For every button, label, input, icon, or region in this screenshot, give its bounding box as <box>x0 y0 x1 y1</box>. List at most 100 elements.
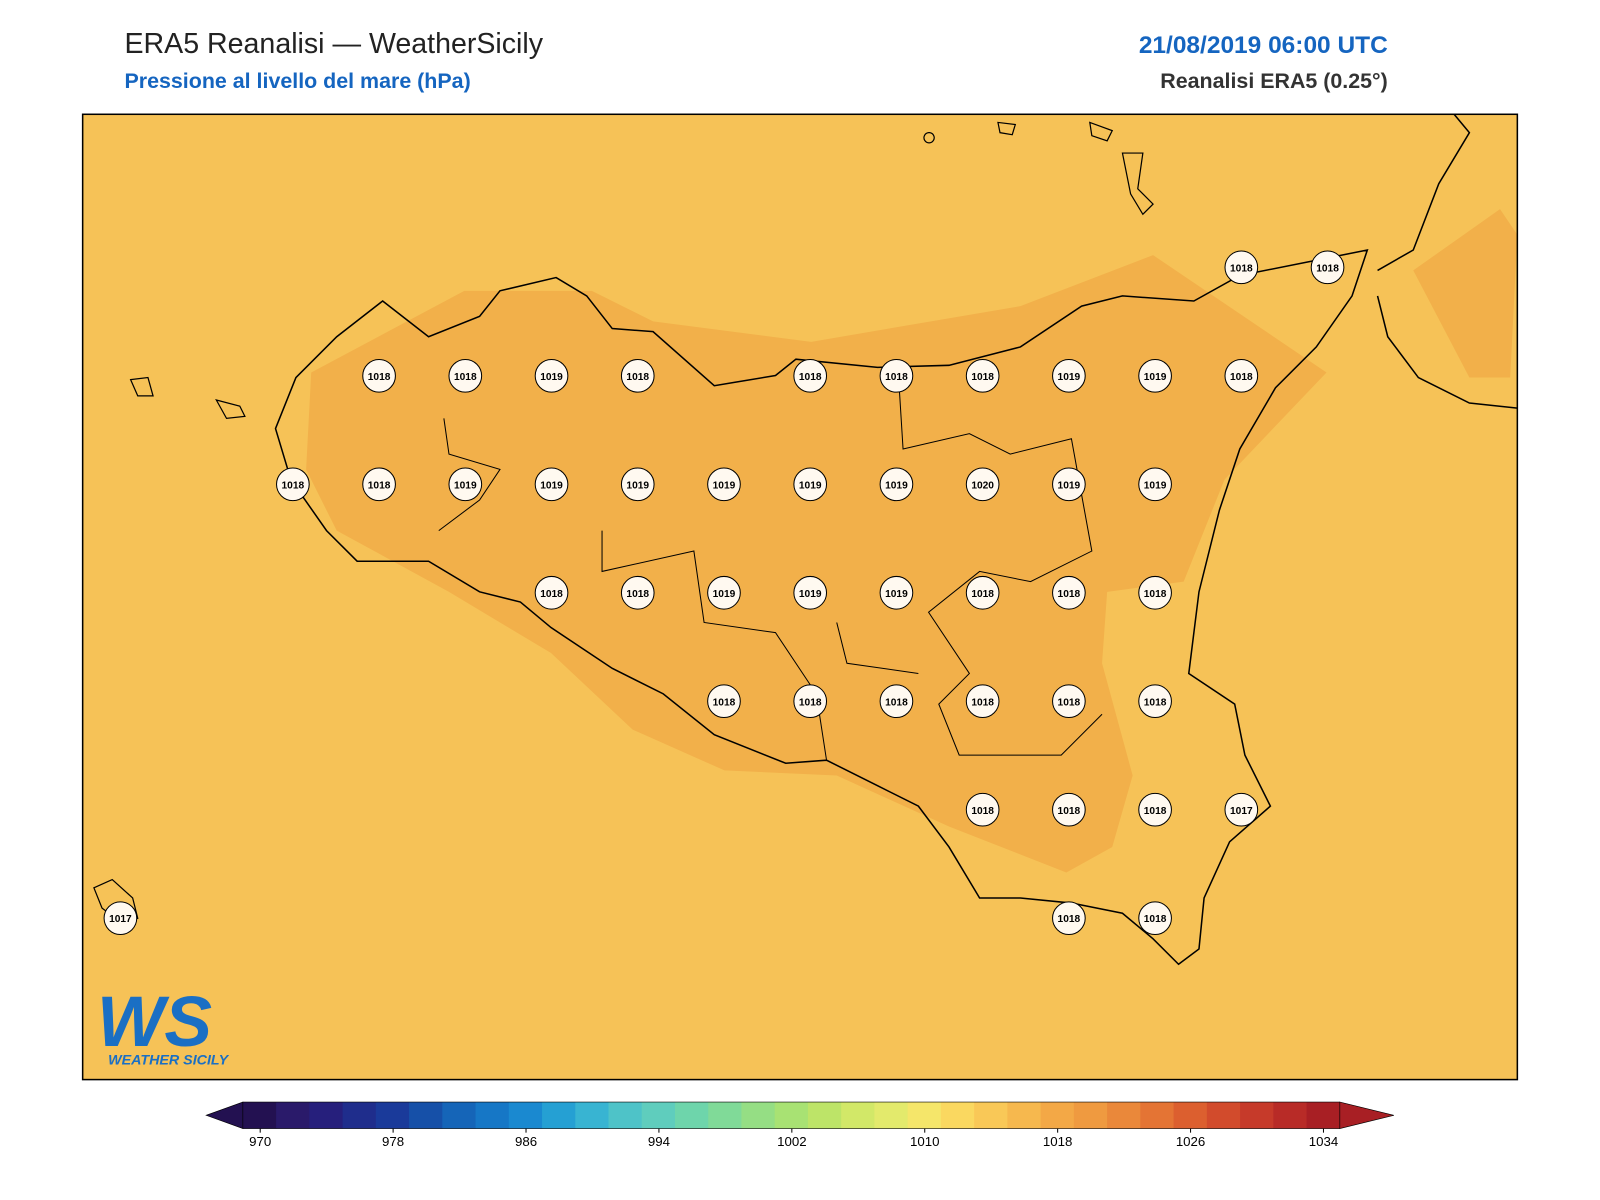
colorbar-bin <box>708 1102 742 1129</box>
station-marker <box>1224 358 1259 393</box>
station-label: 1019 <box>885 480 908 491</box>
colorbar-tick-label: 978 <box>382 1134 404 1149</box>
station-marker <box>534 467 569 502</box>
station-marker <box>707 467 741 502</box>
station-label: 1018 <box>799 697 822 708</box>
station-marker <box>1052 901 1086 935</box>
colorbar-tick-label: 1018 <box>1043 1134 1072 1149</box>
colorbar-bin <box>1107 1102 1141 1129</box>
station-label: 1018 <box>799 372 822 383</box>
station-marker <box>879 467 914 502</box>
station-label: 1018 <box>1316 263 1339 274</box>
station-label: 1018 <box>1058 697 1081 708</box>
colorbar-bin <box>1040 1102 1075 1129</box>
colorbar-bin <box>1273 1102 1308 1129</box>
colorbar: 970 978 986 994 1002 1010 1018 1026 1034 <box>205 1101 1394 1149</box>
station-marker <box>793 684 828 719</box>
station-label: 1017 <box>1230 806 1253 817</box>
station-label: 1018 <box>454 372 477 383</box>
colorbar-tick-label: 970 <box>249 1134 271 1149</box>
colorbar-tick-label: 986 <box>515 1134 537 1149</box>
station-label: 1018 <box>282 480 305 491</box>
station-marker <box>620 467 655 502</box>
colorbar-bin <box>475 1102 510 1129</box>
station-label: 1018 <box>1230 263 1253 274</box>
station-marker <box>965 467 1000 502</box>
station-marker <box>1138 575 1172 610</box>
datetime: 21/08/2019 06:00 UTC <box>1139 32 1388 59</box>
station-label: 1018 <box>1058 589 1081 600</box>
logo: WS WEATHER SICILY <box>97 982 230 1068</box>
station-label: 1019 <box>1058 372 1081 383</box>
logo-mark: WS <box>97 982 212 1062</box>
colorbar-extend-low <box>205 1101 244 1130</box>
colorbar-bin <box>1306 1102 1341 1129</box>
station-label: 1018 <box>368 480 391 491</box>
station-label: 1018 <box>540 589 563 600</box>
colorbar-tick-label: 1026 <box>1176 1134 1205 1149</box>
station-label: 1019 <box>885 589 908 600</box>
colorbar-bin <box>1240 1102 1274 1129</box>
station-label: 1018 <box>885 372 908 383</box>
station-marker <box>965 792 1000 827</box>
station-marker <box>620 575 655 610</box>
station-label: 1019 <box>1144 372 1167 383</box>
province-borders <box>438 367 1103 761</box>
station-marker <box>965 358 1000 393</box>
station-marker <box>1052 575 1086 610</box>
station-label: 1018 <box>1230 372 1253 383</box>
colorbar-bin <box>1073 1102 1108 1129</box>
station-label: 1018 <box>971 589 994 600</box>
station-label: 1018 <box>971 372 994 383</box>
colorbar-bin <box>309 1102 344 1129</box>
station-marker <box>1052 684 1086 719</box>
station-marker <box>879 684 914 719</box>
colorbar-bin <box>674 1102 709 1129</box>
station-marker <box>707 684 741 719</box>
pressure-zone <box>1413 209 1518 378</box>
colorbar-bin <box>1007 1102 1042 1129</box>
station-marker <box>276 467 310 502</box>
station-marker <box>362 358 396 393</box>
colorbar-bin <box>542 1102 576 1129</box>
source: Reanalisi ERA5 (0.25°) <box>1160 69 1387 93</box>
station-label: 1018 <box>885 697 908 708</box>
station-marker <box>1138 901 1172 935</box>
map-frame <box>81 113 1519 1081</box>
station-marker <box>793 358 828 393</box>
colorbar-bin <box>342 1102 377 1129</box>
station-marker <box>1138 792 1172 827</box>
pressure-zone <box>306 255 1327 873</box>
station-marker <box>1138 358 1172 393</box>
colorbar-tick-label: 1010 <box>910 1134 939 1149</box>
logo-text: WEATHER SICILY <box>108 1052 229 1068</box>
map <box>81 113 1519 1081</box>
colorbar-extend-high <box>1339 1101 1394 1129</box>
station-label: 1020 <box>971 480 994 491</box>
station-marker <box>793 467 828 502</box>
station-label: 1019 <box>1058 480 1081 491</box>
station-label: 1018 <box>1144 806 1167 817</box>
subtitle: Pressione al livello del mare (hPa) <box>124 69 470 93</box>
station-marker <box>1138 684 1172 719</box>
station-label: 1019 <box>540 480 563 491</box>
colorbar-bin <box>741 1102 776 1129</box>
colorbar-bin <box>1206 1102 1241 1129</box>
colorbar-bin <box>276 1102 310 1129</box>
colorbar-bin <box>608 1102 643 1129</box>
colorbar-bin <box>575 1102 610 1129</box>
station-marker <box>103 901 138 935</box>
station-label: 1018 <box>971 697 994 708</box>
colorbar-bin <box>874 1102 909 1129</box>
stations: 1018 1018 1018 1018 1019 1018 1018 1018 1018 1019… <box>103 250 1345 935</box>
calabria-coastline <box>1376 113 1518 409</box>
colorbar-bin <box>1173 1102 1208 1129</box>
station-marker <box>707 575 741 610</box>
station-marker <box>1224 792 1259 827</box>
title: ERA5 Reanalisi — WeatherSicily <box>124 28 543 60</box>
station-marker <box>1224 250 1259 285</box>
station-label: 1019 <box>1144 480 1167 491</box>
station-marker <box>879 358 914 393</box>
station-label: 1018 <box>1058 806 1081 817</box>
station-label: 1019 <box>626 480 649 491</box>
